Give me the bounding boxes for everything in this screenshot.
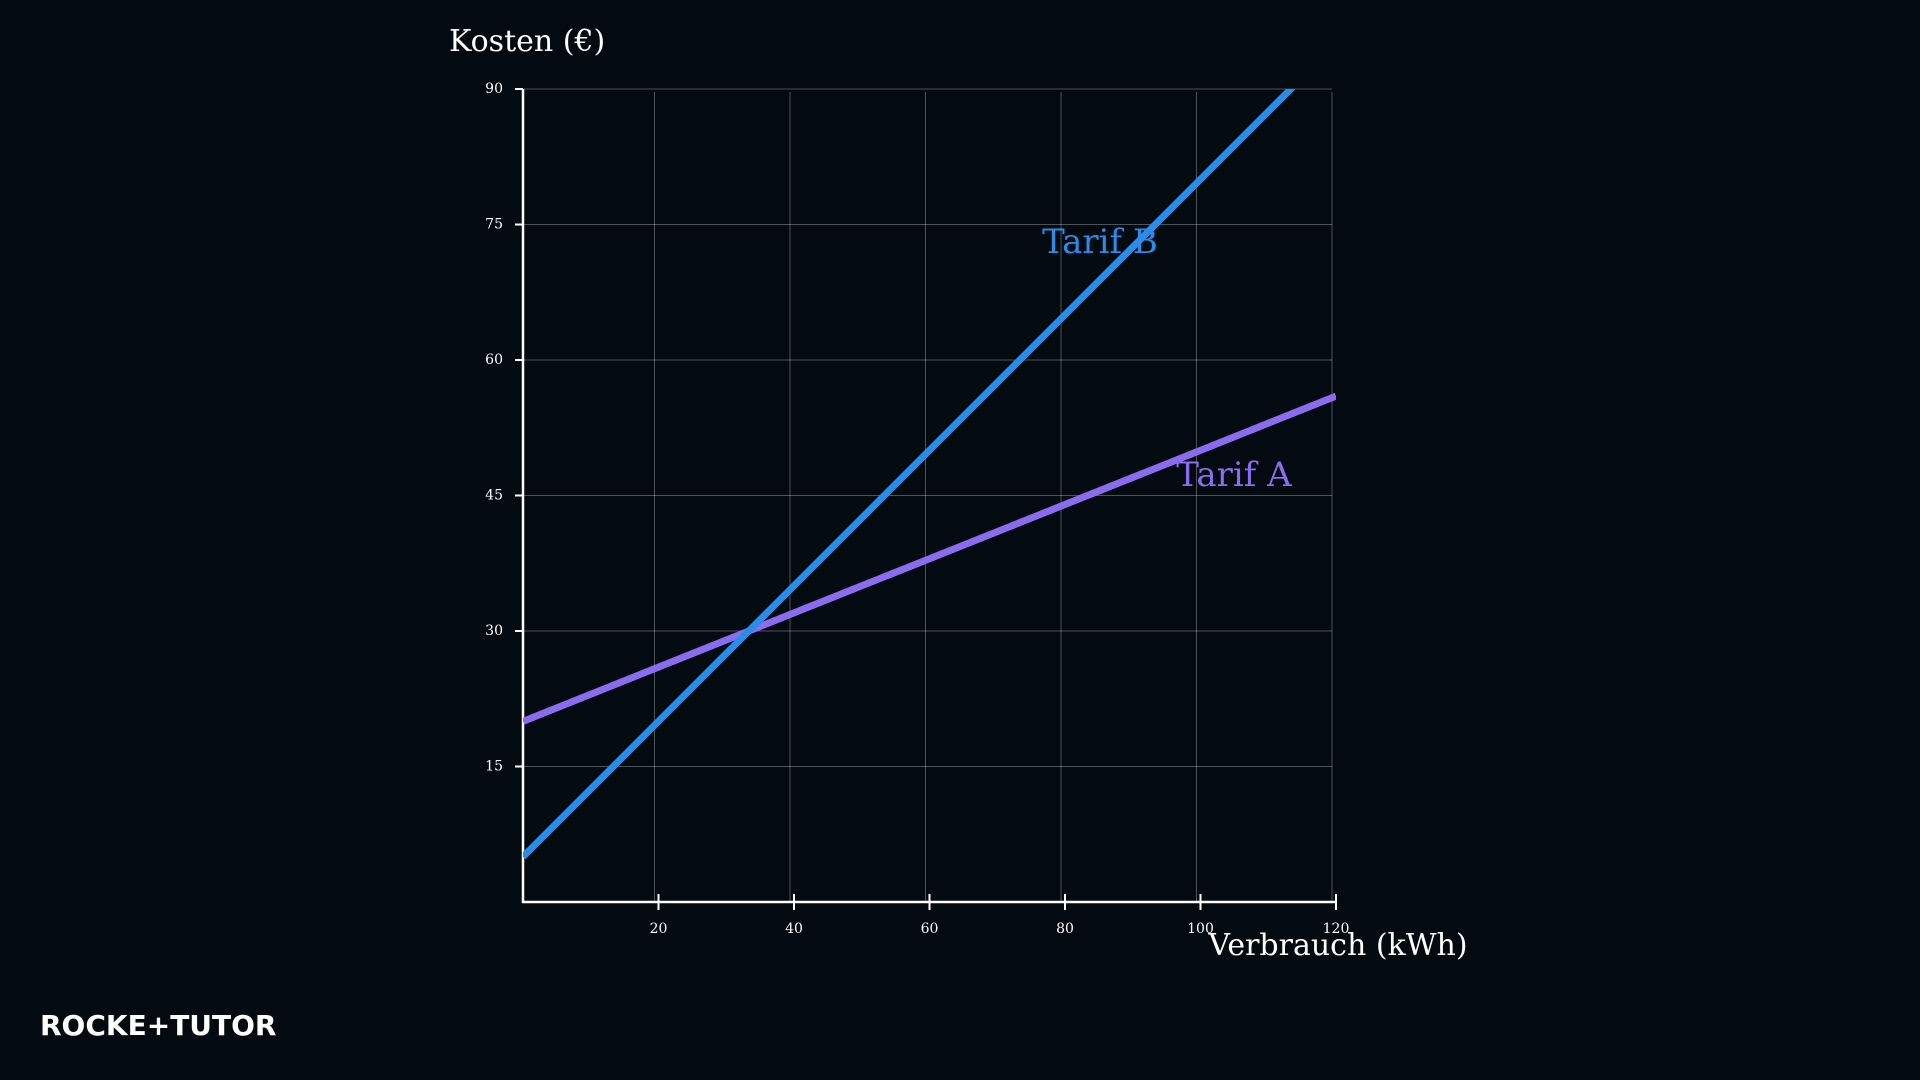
- series-line: [523, 89, 1296, 860]
- y-axis-label: Kosten (€): [449, 24, 605, 59]
- x-tick-label: 80: [1056, 921, 1074, 937]
- x-tick-label: 120: [1323, 921, 1350, 937]
- x-tick-label: 20: [650, 921, 668, 937]
- y-tick-label: 30: [485, 623, 503, 639]
- x-tick-label: 60: [921, 921, 939, 937]
- logo: ROCKE+TUTOR: [40, 1009, 277, 1042]
- series-label: Tarif A: [1176, 455, 1292, 495]
- x-axis-label: Verbrauch (kWh): [1207, 928, 1467, 963]
- series-label: Tarif B: [1042, 222, 1158, 262]
- y-tick-label: 90: [485, 81, 503, 97]
- y-tick-label: 75: [485, 217, 503, 233]
- x-tick-label: 40: [785, 921, 803, 937]
- y-tick-label: 15: [485, 759, 503, 775]
- y-tick-label: 45: [485, 488, 503, 504]
- y-tick-label: 60: [485, 352, 503, 368]
- series-line: [523, 392, 1336, 725]
- x-tick-label: 100: [1187, 921, 1214, 937]
